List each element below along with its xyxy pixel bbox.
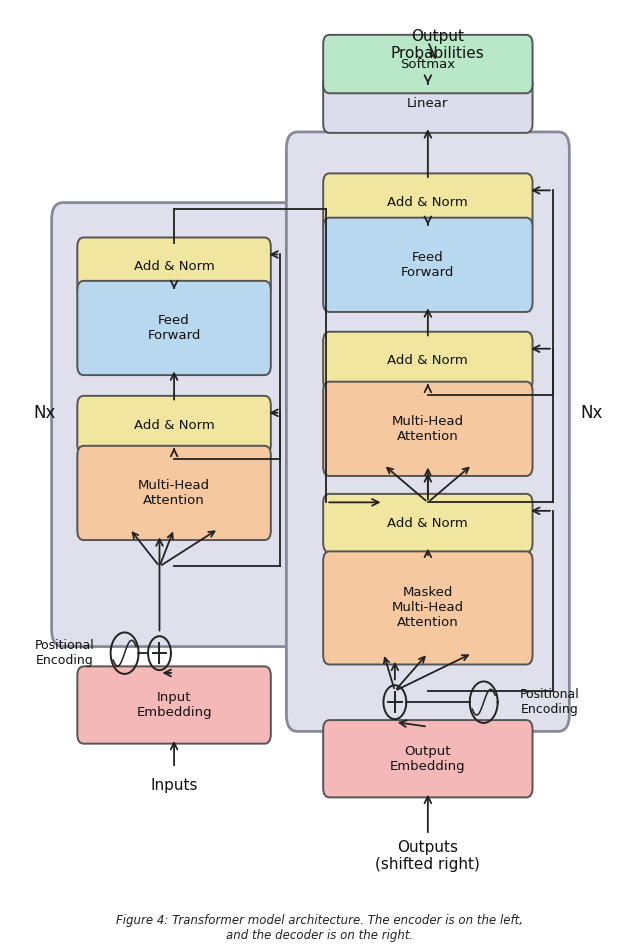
FancyBboxPatch shape (323, 35, 532, 93)
Text: Add & Norm: Add & Norm (387, 355, 468, 367)
FancyBboxPatch shape (77, 666, 271, 744)
FancyBboxPatch shape (323, 381, 532, 476)
FancyBboxPatch shape (286, 132, 570, 732)
Text: Inputs: Inputs (150, 777, 198, 792)
Text: Input
Embedding: Input Embedding (136, 691, 212, 719)
Text: Add & Norm: Add & Norm (387, 516, 468, 530)
Text: Output
Embedding: Output Embedding (390, 745, 466, 772)
Text: Multi-Head
Attention: Multi-Head Attention (392, 415, 464, 443)
FancyBboxPatch shape (323, 174, 532, 232)
Text: Add & Norm: Add & Norm (387, 196, 468, 209)
Text: Linear: Linear (407, 97, 449, 110)
FancyBboxPatch shape (52, 202, 296, 646)
FancyBboxPatch shape (323, 551, 532, 664)
Text: Nx: Nx (580, 404, 602, 421)
FancyBboxPatch shape (77, 396, 271, 455)
Text: Multi-Head
Attention: Multi-Head Attention (138, 479, 210, 507)
FancyBboxPatch shape (323, 332, 532, 390)
FancyBboxPatch shape (77, 446, 271, 540)
Text: Positional
Encoding: Positional Encoding (520, 688, 580, 716)
FancyBboxPatch shape (323, 74, 532, 133)
FancyBboxPatch shape (323, 493, 532, 552)
Text: Output
Probabilities: Output Probabilities (390, 29, 484, 62)
Text: Feed
Forward: Feed Forward (401, 251, 454, 279)
Text: Outputs
(shifted right): Outputs (shifted right) (376, 840, 480, 872)
Text: Positional
Encoding: Positional Encoding (35, 640, 95, 667)
Text: Feed
Forward: Feed Forward (147, 314, 201, 342)
Text: Add & Norm: Add & Norm (134, 419, 214, 432)
FancyBboxPatch shape (77, 237, 271, 296)
FancyBboxPatch shape (323, 720, 532, 797)
Text: Masked
Multi-Head
Attention: Masked Multi-Head Attention (392, 586, 464, 629)
Text: Add & Norm: Add & Norm (134, 260, 214, 273)
Text: Nx: Nx (33, 404, 56, 421)
FancyBboxPatch shape (323, 217, 532, 312)
Text: Figure 4: Transformer model architecture. The encoder is on the left,
and the de: Figure 4: Transformer model architecture… (116, 915, 524, 942)
FancyBboxPatch shape (77, 281, 271, 375)
Text: Softmax: Softmax (400, 58, 456, 70)
